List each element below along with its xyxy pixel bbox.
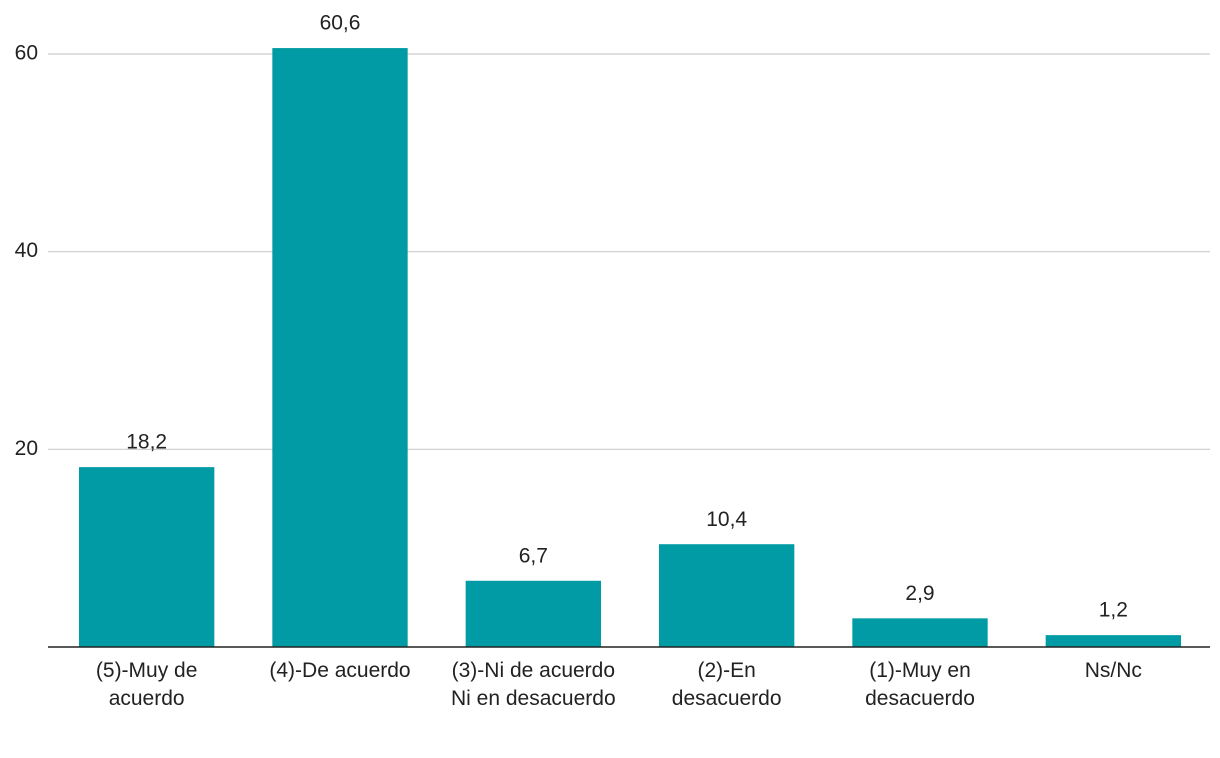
value-label: 60,6: [320, 12, 361, 35]
bar: [272, 48, 408, 647]
value-label: 18,2: [126, 431, 167, 454]
value-label: 1,2: [1099, 599, 1128, 622]
bar: [465, 580, 601, 647]
x-tick-label: (5)-Muy de acuerdo: [95, 659, 198, 710]
y-tick-label: 60: [15, 42, 38, 65]
value-label: 2,9: [905, 582, 934, 605]
bar: [1045, 635, 1181, 647]
bar: [659, 544, 795, 647]
x-tick-label: (1)-Muy en desacuerdo: [865, 659, 975, 710]
x-tick-label: (2)-En desacuerdo: [671, 659, 782, 710]
bar: [79, 467, 215, 647]
y-tick-label: 40: [15, 239, 38, 262]
value-label: 6,7: [519, 544, 548, 567]
x-tick-label: (4)-De acuerdo: [269, 659, 411, 682]
x-tick-label: (3)-Ni de acuerdo Ni en desacuerdo: [451, 659, 616, 710]
bar: [852, 618, 988, 647]
x-tick-label: Ns/Nc: [1084, 659, 1142, 682]
y-tick-label: 20: [15, 437, 38, 460]
value-label: 10,4: [706, 508, 747, 531]
